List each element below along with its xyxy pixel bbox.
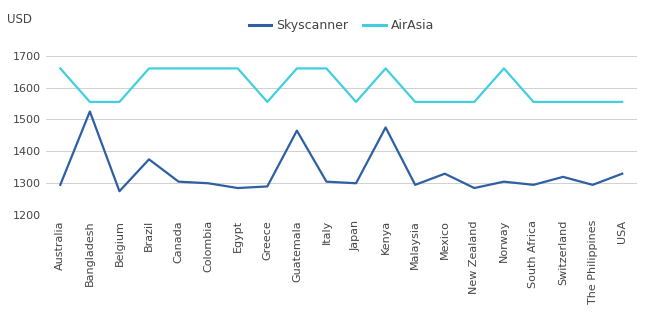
AirAsia	[293, 67, 301, 71]
AirAsia	[175, 67, 183, 71]
Skyscanner	[204, 181, 212, 185]
AirAsia	[500, 67, 508, 71]
Skyscanner	[352, 181, 360, 185]
Text: USD: USD	[7, 13, 32, 26]
AirAsia	[145, 67, 153, 71]
AirAsia	[589, 100, 597, 104]
Legend: Skyscanner, AirAsia: Skyscanner, AirAsia	[244, 14, 439, 37]
Skyscanner	[145, 157, 153, 161]
Skyscanner	[57, 183, 64, 187]
Skyscanner	[263, 184, 271, 188]
Skyscanner	[530, 183, 538, 187]
AirAsia	[352, 100, 360, 104]
Skyscanner	[441, 172, 448, 176]
Skyscanner	[471, 186, 478, 190]
AirAsia	[116, 100, 124, 104]
Skyscanner	[559, 175, 567, 179]
AirAsia	[234, 67, 242, 71]
AirAsia	[57, 67, 64, 71]
Skyscanner	[411, 183, 419, 187]
Skyscanner	[382, 125, 389, 129]
Skyscanner	[322, 180, 330, 184]
Skyscanner	[589, 183, 597, 187]
AirAsia	[618, 100, 626, 104]
AirAsia	[441, 100, 448, 104]
AirAsia	[322, 67, 330, 71]
Line: Skyscanner: Skyscanner	[60, 112, 622, 191]
Line: AirAsia: AirAsia	[60, 69, 622, 102]
AirAsia	[411, 100, 419, 104]
AirAsia	[382, 67, 389, 71]
AirAsia	[471, 100, 478, 104]
AirAsia	[86, 100, 94, 104]
Skyscanner	[86, 110, 94, 114]
Skyscanner	[234, 186, 242, 190]
AirAsia	[559, 100, 567, 104]
Skyscanner	[116, 189, 124, 193]
Skyscanner	[293, 129, 301, 133]
Skyscanner	[500, 180, 508, 184]
AirAsia	[263, 100, 271, 104]
Skyscanner	[175, 180, 183, 184]
Skyscanner	[618, 172, 626, 176]
AirAsia	[204, 67, 212, 71]
AirAsia	[530, 100, 538, 104]
